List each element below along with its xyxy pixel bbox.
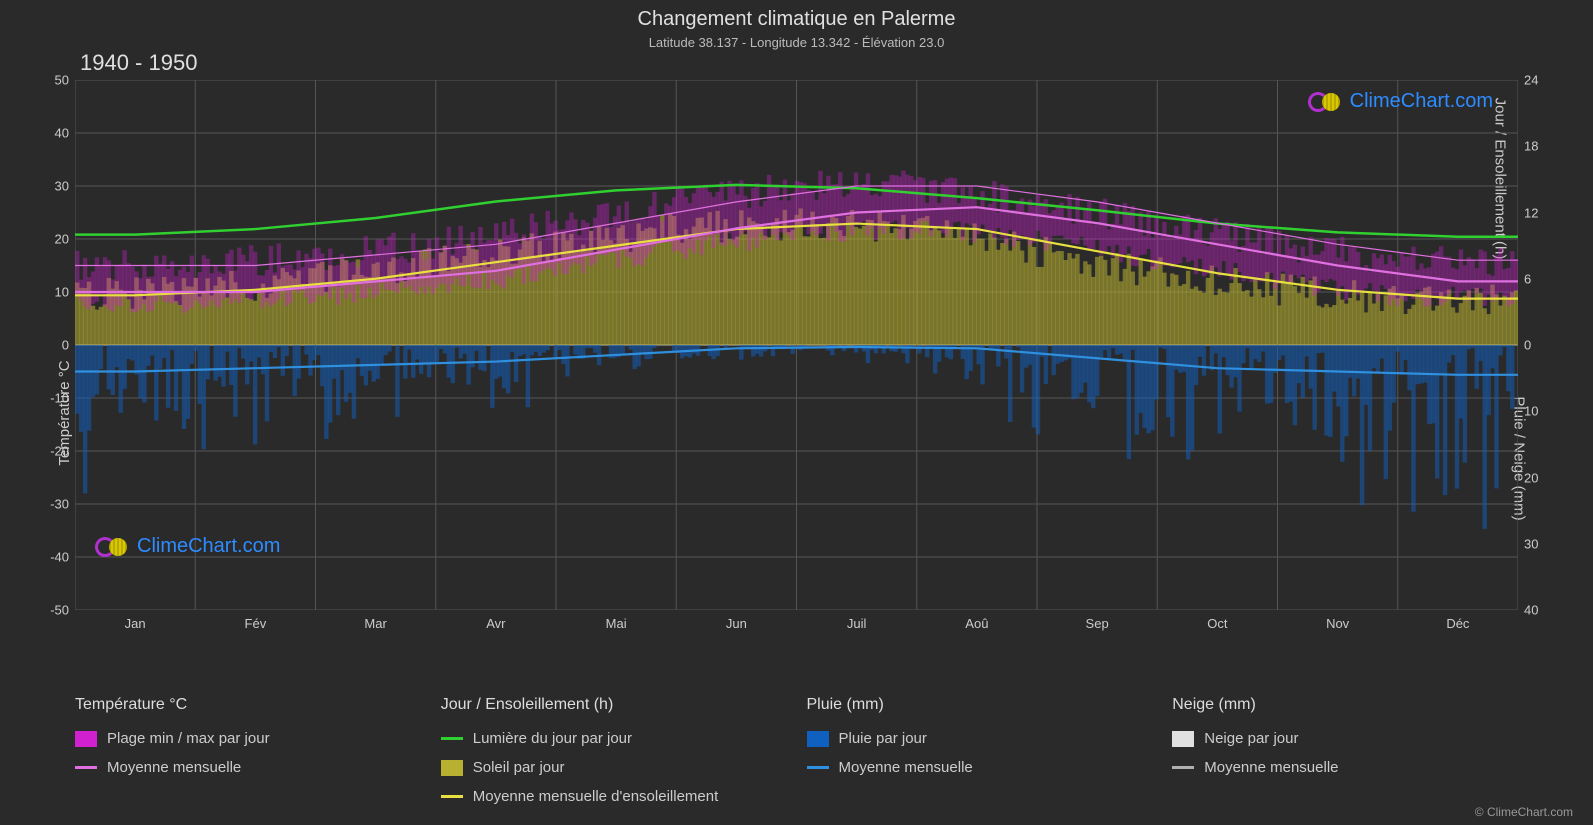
axis-tick-label: Nov: [1326, 616, 1349, 631]
legend-label: Lumière du jour par jour: [473, 730, 632, 747]
axis-tick-label: Jun: [726, 616, 747, 631]
axis-tick-label: 20: [1524, 470, 1538, 485]
swatch-icon: [1172, 731, 1194, 747]
legend-item: Moyenne mensuelle: [75, 759, 421, 776]
axis-tick-label: Sep: [1086, 616, 1109, 631]
legend-label: Moyenne mensuelle: [107, 759, 241, 776]
year-range-label: 1940 - 1950: [80, 50, 197, 76]
legend-label: Neige par jour: [1204, 730, 1298, 747]
axis-tick-label: 10: [55, 285, 69, 300]
axis-tick-label: 10: [1524, 404, 1538, 419]
legend-col-temp: Température °C Plage min / max par jour …: [75, 696, 421, 805]
swatch-icon: [75, 766, 97, 769]
swatch-icon: [807, 766, 829, 769]
axis-tick-label: 50: [55, 73, 69, 88]
copyright: © ClimeChart.com: [1475, 805, 1573, 819]
axis-tick-label: 30: [1524, 536, 1538, 551]
chart-subtitle: Latitude 38.137 - Longitude 13.342 - Élé…: [0, 35, 1593, 50]
logo-icon: [1308, 91, 1344, 113]
axis-tick-label: 20: [55, 232, 69, 247]
axis-tick-label: Avr: [486, 616, 505, 631]
legend-header: Neige (mm): [1172, 696, 1518, 714]
watermark-bottom: ClimeChart.com: [95, 535, 280, 558]
plot-area: -50-40-30-20-100102030405006121824102030…: [75, 80, 1518, 610]
axis-tick-label: -40: [50, 550, 69, 565]
legend-label: Moyenne mensuelle d'ensoleillement: [473, 788, 719, 805]
axis-tick-label: 12: [1524, 205, 1538, 220]
axis-tick-label: -50: [50, 603, 69, 618]
legend-label: Soleil par jour: [473, 759, 565, 776]
legend-item: Pluie par jour: [807, 730, 1153, 747]
swatch-icon: [1172, 766, 1194, 769]
swatch-icon: [807, 731, 829, 747]
axis-tick-label: 0: [62, 338, 69, 353]
chart-title: Changement climatique en Palerme: [0, 0, 1593, 31]
axis-tick-label: -30: [50, 497, 69, 512]
legend: Température °C Plage min / max par jour …: [75, 696, 1518, 805]
axis-tick-label: 24: [1524, 73, 1538, 88]
legend-col-snow: Neige (mm) Neige par jour Moyenne mensue…: [1172, 696, 1518, 805]
watermark-top: ClimeChart.com: [1308, 90, 1493, 113]
legend-item: Moyenne mensuelle: [1172, 759, 1518, 776]
axis-tick-label: Oct: [1207, 616, 1227, 631]
swatch-icon: [441, 760, 463, 776]
legend-col-sun: Jour / Ensoleillement (h) Lumière du jou…: [441, 696, 787, 805]
legend-item: Lumière du jour par jour: [441, 730, 787, 747]
axis-tick-label: Fév: [245, 616, 267, 631]
axis-tick-label: Mai: [606, 616, 627, 631]
axis-tick-label: Juil: [847, 616, 867, 631]
legend-label: Moyenne mensuelle: [839, 759, 973, 776]
legend-item: Moyenne mensuelle d'ensoleillement: [441, 788, 787, 805]
legend-col-rain: Pluie (mm) Pluie par jour Moyenne mensue…: [807, 696, 1153, 805]
axis-tick-label: Aoû: [965, 616, 988, 631]
axis-tick-label: -20: [50, 444, 69, 459]
axis-tick-label: Jan: [125, 616, 146, 631]
legend-label: Pluie par jour: [839, 730, 927, 747]
legend-header: Pluie (mm): [807, 696, 1153, 714]
legend-item: Plage min / max par jour: [75, 730, 421, 747]
legend-header: Jour / Ensoleillement (h): [441, 696, 787, 714]
axis-tick-label: 40: [55, 126, 69, 141]
swatch-icon: [75, 731, 97, 747]
axis-tick-label: 6: [1524, 271, 1531, 286]
axis-tick-label: 18: [1524, 139, 1538, 154]
climate-chart: Changement climatique en Palerme Latitud…: [0, 0, 1593, 825]
watermark-text: ClimeChart.com: [137, 535, 280, 558]
swatch-icon: [441, 737, 463, 740]
legend-item: Moyenne mensuelle: [807, 759, 1153, 776]
legend-label: Plage min / max par jour: [107, 730, 270, 747]
legend-label: Moyenne mensuelle: [1204, 759, 1338, 776]
logo-icon: [95, 536, 131, 558]
legend-item: Neige par jour: [1172, 730, 1518, 747]
axis-tick-label: Mar: [364, 616, 386, 631]
watermark-text: ClimeChart.com: [1350, 90, 1493, 113]
axis-tick-label: -10: [50, 391, 69, 406]
axis-tick-label: 40: [1524, 603, 1538, 618]
axis-tick-label: Déc: [1446, 616, 1469, 631]
swatch-icon: [441, 795, 463, 798]
axis-tick-label: 0: [1524, 338, 1531, 353]
legend-header: Température °C: [75, 696, 421, 714]
plot-svg: [75, 80, 1518, 610]
axis-tick-label: 30: [55, 179, 69, 194]
legend-item: Soleil par jour: [441, 759, 787, 776]
